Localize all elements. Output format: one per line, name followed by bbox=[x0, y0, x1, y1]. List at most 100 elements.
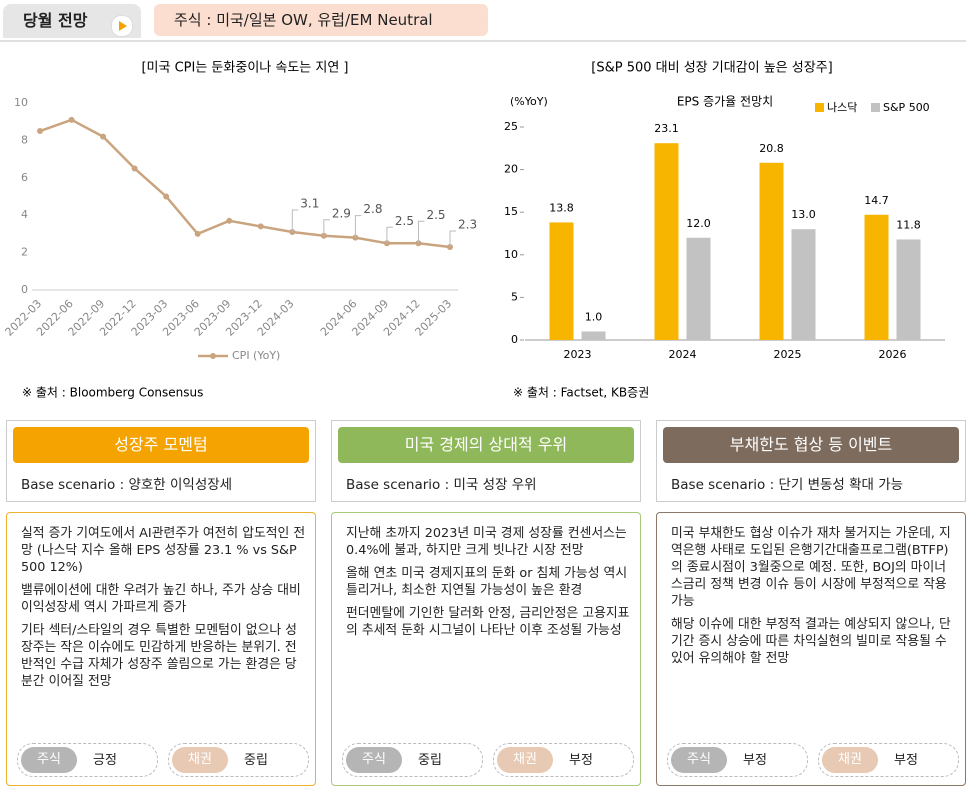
panel-scenario: Base scenario : 미국 성장 우위 bbox=[346, 477, 537, 493]
point bbox=[68, 116, 75, 123]
label-leader bbox=[323, 219, 330, 236]
data-label: 2.3 bbox=[458, 217, 477, 231]
data-label: 2.9 bbox=[332, 206, 351, 220]
tag-value: 중립 bbox=[418, 752, 442, 768]
tag-label: 채권 bbox=[822, 747, 878, 773]
paragraph: 올해 연초 미국 경제지표의 둔화 or 침체 가능성 역시 틀리거나, 최소한… bbox=[346, 566, 628, 598]
play-icon[interactable] bbox=[111, 15, 133, 37]
line bbox=[39, 118, 451, 249]
charts: [미국 CPI는 둔화중이나 속도는 지연 ]02468102022-03202… bbox=[3, 61, 945, 400]
panel-body: 지난해 초까지 2023년 미국 경제 성장률 컨센서스는 0.4%에 불과, … bbox=[331, 512, 641, 786]
tags: 주식 부정 채권 부정 bbox=[667, 743, 959, 777]
legend-label: 나스닥 bbox=[827, 101, 857, 114]
panel: 부채한도 협상 등 이벤트 Base scenario : 단기 변동성 확대 가… bbox=[656, 420, 966, 786]
tag-label: 주식 bbox=[21, 747, 77, 773]
x-tick-label: 2023 bbox=[564, 348, 592, 361]
data-label: 11.8 bbox=[896, 218, 921, 231]
y-tick-label: 5 bbox=[511, 290, 518, 303]
point bbox=[257, 223, 264, 230]
data-label: 20.8 bbox=[759, 142, 784, 155]
y-tick-label: 6 bbox=[21, 171, 28, 184]
y-tick-label: 25 bbox=[504, 120, 518, 133]
paragraph: 해당 이슈에 대한 부정적 결과는 예상되지 않으나, 단기간 증시 상승에 따… bbox=[671, 617, 951, 666]
paragraph: 지난해 초까지 2023년 미국 경제 성장률 컨센서스는 0.4%에 불과, … bbox=[346, 526, 627, 558]
header-title-tab: 당월 전망 bbox=[3, 4, 141, 38]
paragraph: 미국 부채한도 협상 이슈가 재차 불거지는 가운데, 지역은행 사태로 도입된… bbox=[671, 526, 951, 609]
legend-label: S&P 500 bbox=[883, 101, 930, 114]
panel-scenario: Base scenario : 양호한 이익성장세 bbox=[21, 477, 233, 493]
bar bbox=[654, 143, 679, 340]
header-title: 당월 전망 bbox=[23, 11, 88, 30]
panel-header: 부채한도 협상 등 이벤트 Base scenario : 단기 변동성 확대 가… bbox=[656, 420, 966, 502]
tag: 채권 중립 bbox=[168, 743, 309, 777]
x-tick-label: 2026 bbox=[879, 348, 907, 361]
panel-title: 부채한도 협상 등 이벤트 bbox=[663, 427, 959, 463]
chart-subtitle: EPS 증가율 전망치 bbox=[677, 95, 773, 109]
panel-scenario: Base scenario : 단기 변동성 확대 가능 bbox=[671, 477, 904, 493]
tag-label: 채권 bbox=[172, 747, 228, 773]
tag: 주식 부정 bbox=[667, 743, 808, 777]
tag-label: 채권 bbox=[497, 747, 553, 773]
x-tick-label: 2024 bbox=[669, 348, 697, 361]
paragraph: 펀더멘탈에 기인한 달러화 안정, 금리안정은 고용지표의 추세적 둔화 시그널… bbox=[346, 606, 630, 638]
data-label: 2.5 bbox=[426, 208, 445, 222]
bar bbox=[549, 222, 574, 340]
y-tick-label: 10 bbox=[504, 248, 518, 261]
point bbox=[226, 217, 233, 224]
data-label: 3.1 bbox=[300, 197, 319, 211]
data-label: 2.5 bbox=[395, 214, 414, 228]
legend-label: CPI (YoY) bbox=[232, 349, 280, 362]
data-label: 12.0 bbox=[686, 217, 711, 230]
tag-value: 부정 bbox=[569, 752, 593, 768]
y-tick-label: 15 bbox=[504, 205, 518, 218]
panel-body: 미국 부채한도 협상 이슈가 재차 불거지는 가운데, 지역은행 사태로 도입된… bbox=[656, 512, 966, 786]
label-leader bbox=[354, 215, 362, 238]
point bbox=[37, 128, 43, 135]
bar bbox=[864, 214, 889, 340]
bar bbox=[759, 162, 784, 340]
panel-header: 성장주 모멘텀 Base scenario : 양호한 이익성장세 bbox=[6, 420, 316, 502]
divider bbox=[0, 40, 966, 42]
paragraph: 밸류에이션에 대한 우려가 높긴 하나, 주가 상승 대비 이익성장세 역시 가… bbox=[21, 583, 301, 615]
tag: 채권 부정 bbox=[493, 743, 634, 777]
chart-title: [S&P 500 대비 성장 기대감이 높은 성장주] bbox=[591, 61, 832, 76]
bar bbox=[581, 331, 606, 340]
tag-value: 부정 bbox=[894, 752, 918, 768]
tag-value: 중립 bbox=[244, 752, 268, 768]
x-tick-label: 2025 bbox=[774, 348, 802, 361]
panel-title: 미국 경제의 상대적 우위 bbox=[338, 427, 634, 463]
tag: 주식 중립 bbox=[342, 743, 483, 777]
y-tick-label: 8 bbox=[21, 133, 28, 146]
point bbox=[131, 165, 138, 172]
panel-body: 실적 증가 기여도에서 AI관련주가 여전히 압도적인 전망 (나스닥 지수 올… bbox=[6, 512, 316, 786]
chart-title: [미국 CPI는 둔화중이나 속도는 지연 ] bbox=[141, 61, 348, 76]
data-label: 23.1 bbox=[654, 122, 679, 135]
data-label: 2.8 bbox=[363, 202, 382, 216]
source: ※ 출처 : Factset, KB증권 bbox=[513, 386, 649, 400]
label-leader bbox=[449, 230, 456, 247]
y-tick-label: 0 bbox=[511, 333, 518, 346]
legend-dot bbox=[210, 353, 216, 359]
tag: 주식 긍정 bbox=[17, 743, 158, 777]
paragraph: 실적 증가 기여도에서 AI관련주가 여전히 압도적인 전망 (나스닥 지수 올… bbox=[21, 526, 306, 575]
data-label: 13.8 bbox=[549, 201, 574, 214]
legend-swatch bbox=[871, 103, 880, 112]
y-tick-label: 2 bbox=[21, 246, 28, 259]
label-leader bbox=[386, 226, 393, 244]
point bbox=[194, 230, 201, 237]
tag-value: 부정 bbox=[743, 752, 767, 768]
source: ※ 출처 : Bloomberg Consensus bbox=[22, 386, 203, 400]
data-label: 1.0 bbox=[585, 310, 603, 323]
y-tick-label: 0 bbox=[21, 283, 28, 296]
y-tick-label: 20 bbox=[504, 163, 518, 176]
y-axis-label: (%YoY) bbox=[510, 95, 548, 108]
y-tick-label: 10 bbox=[14, 96, 28, 109]
data-label: 14.7 bbox=[864, 194, 889, 207]
paragraph: 기타 섹터/스타일의 경우 특별한 모멘텀이 없으나 성장주는 작은 이슈에도 … bbox=[21, 623, 297, 689]
header-badge: 주식 : 미국/일본 OW, 유럽/EM Neutral bbox=[154, 4, 488, 36]
bar bbox=[686, 237, 711, 340]
label-leader bbox=[291, 209, 299, 233]
